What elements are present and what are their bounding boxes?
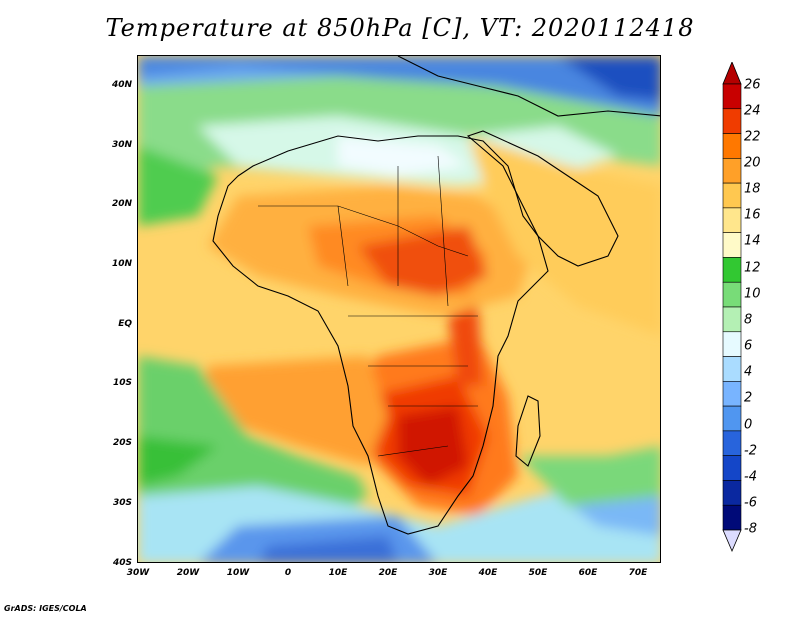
lon-tick-label: 30W bbox=[126, 568, 150, 578]
colorbar-segment bbox=[722, 331, 742, 357]
colorbar-segment bbox=[722, 182, 742, 209]
colorbar-segment bbox=[722, 430, 742, 456]
colorbar-segment bbox=[722, 257, 742, 283]
lon-tick-label: 30E bbox=[428, 568, 448, 578]
colorbar-segment bbox=[722, 133, 742, 159]
colorbar-label: 14 bbox=[744, 233, 761, 249]
colorbar-label: -8 bbox=[744, 521, 757, 537]
colorbar-segment bbox=[722, 455, 742, 481]
lon-tick-label: 50E bbox=[528, 568, 548, 578]
lat-tick-label: 10S bbox=[112, 378, 132, 388]
lat-tick-label: 20N bbox=[111, 199, 132, 209]
colorbar-label: 18 bbox=[744, 181, 761, 197]
colorbar-label: 22 bbox=[744, 129, 761, 145]
colorbar-segment bbox=[722, 207, 742, 233]
colorbar-label: 4 bbox=[744, 364, 753, 380]
lat-tick-label: 40S bbox=[112, 558, 132, 568]
lon-tick-label: 20W bbox=[176, 568, 200, 578]
colorbar-segment bbox=[722, 480, 742, 506]
colorbar-segment bbox=[722, 158, 742, 184]
colorbar-label: -2 bbox=[744, 443, 757, 459]
credit-text: GrADS: IGES/COLA bbox=[4, 604, 87, 613]
colorbar-label: 10 bbox=[744, 286, 761, 302]
colorbar-segment bbox=[722, 108, 742, 134]
colorbar-bottom-arrow bbox=[722, 529, 742, 552]
colorbar-top-arrow bbox=[722, 62, 742, 85]
lon-tick-label: 70E bbox=[628, 568, 648, 578]
colorbar-label: 16 bbox=[744, 207, 761, 223]
map-panel bbox=[137, 55, 661, 563]
colorbar-segment bbox=[722, 232, 742, 258]
lat-tick-label: 30S bbox=[112, 498, 132, 508]
colorbar-segment bbox=[722, 281, 742, 308]
colorbar-label: 8 bbox=[744, 312, 753, 328]
lon-tick-label: 10E bbox=[328, 568, 348, 578]
colorbar-label: 2 bbox=[744, 390, 753, 406]
colorbar-label: 12 bbox=[744, 260, 761, 276]
colorbar-label: 0 bbox=[744, 417, 753, 433]
colorbar-segment bbox=[722, 356, 742, 382]
lat-tick-label: 40N bbox=[111, 80, 132, 90]
colorbar-label: -4 bbox=[744, 469, 757, 485]
colorbar-label: 6 bbox=[744, 338, 753, 354]
colorbar-segment bbox=[722, 306, 742, 333]
temperature-map bbox=[138, 56, 660, 562]
colorbar-segment bbox=[722, 405, 742, 432]
lon-tick-label: 40E bbox=[478, 568, 498, 578]
map-title: Temperature at 850hPa [C], VT: 202011241… bbox=[105, 14, 695, 42]
lon-tick-label: 10W bbox=[226, 568, 250, 578]
colorbar-label: 26 bbox=[744, 77, 761, 93]
colorbar-label: -6 bbox=[744, 495, 757, 511]
colorbar-segment bbox=[722, 381, 742, 407]
lon-tick-label: 20E bbox=[378, 568, 398, 578]
colorbar-label: 24 bbox=[744, 103, 761, 119]
lat-tick-label: 20S bbox=[112, 438, 132, 448]
lat-tick-label: EQ bbox=[118, 319, 132, 329]
colorbar bbox=[722, 62, 742, 552]
lon-tick-label: 60E bbox=[578, 568, 598, 578]
colorbar-segment bbox=[722, 504, 742, 531]
colorbar-segment bbox=[722, 83, 742, 110]
lat-tick-label: 30N bbox=[111, 140, 132, 150]
lon-tick-label: 0 bbox=[284, 568, 292, 578]
lat-tick-label: 10N bbox=[111, 259, 132, 269]
colorbar-label: 20 bbox=[744, 155, 761, 171]
